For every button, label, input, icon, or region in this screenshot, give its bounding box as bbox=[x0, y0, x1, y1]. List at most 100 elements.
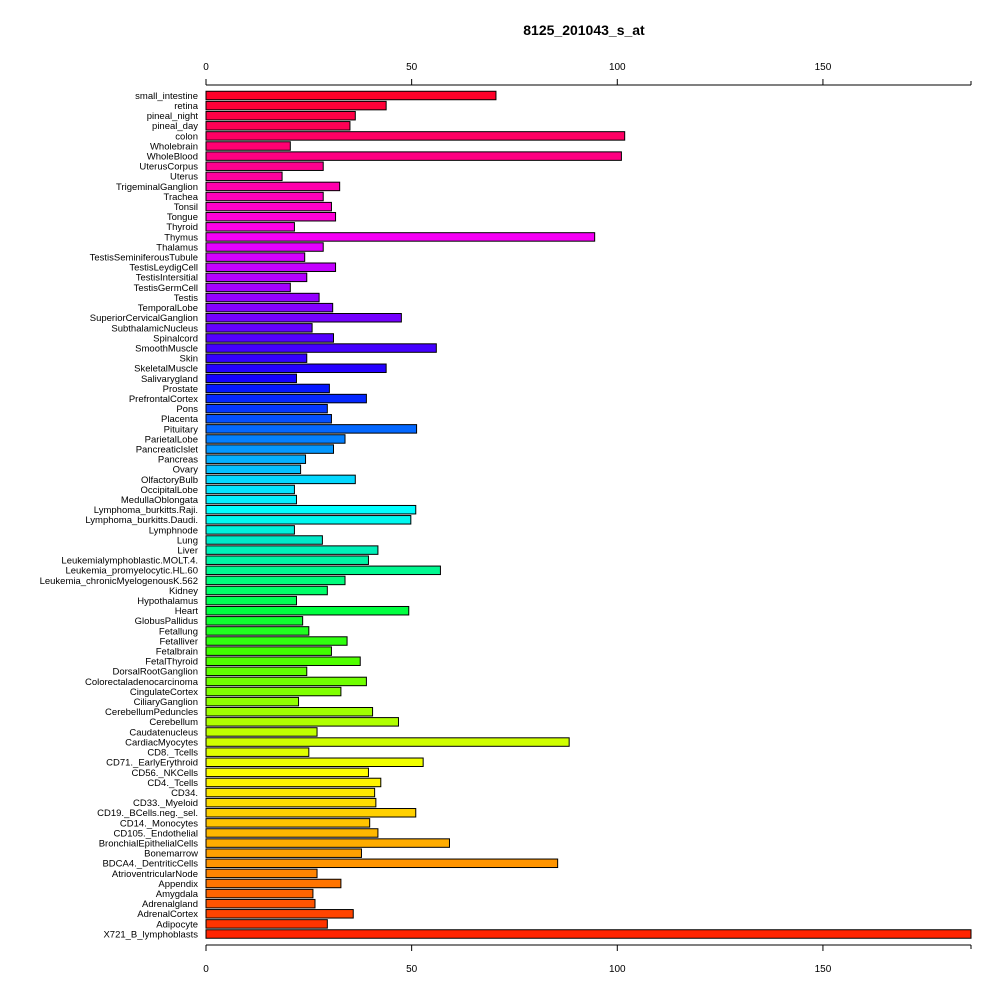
bar-Leukemialymphoblastic.MOLT.4. bbox=[205, 555, 369, 565]
category-label: PrefrontalCortex bbox=[129, 394, 198, 405]
bar-Lung bbox=[205, 535, 323, 545]
category-label: Tonsil bbox=[174, 202, 198, 213]
bottom-axis-tick-label: 0 bbox=[203, 964, 209, 975]
category-label: Thymus bbox=[164, 232, 198, 243]
category-label: PancreaticIslet bbox=[136, 444, 199, 455]
bar-UterusCorpus bbox=[205, 161, 324, 171]
category-label: TrigeminalGanglion bbox=[116, 182, 198, 193]
category-label: GlobusPallidus bbox=[135, 616, 199, 627]
bar-TestisIntersitial bbox=[205, 272, 308, 283]
bar-Fetalliver bbox=[205, 636, 348, 646]
category-label: CD56._NKCells bbox=[131, 768, 198, 779]
category-label: Adipocyte bbox=[156, 919, 198, 930]
category-label: pineal_night bbox=[147, 111, 199, 122]
bottom-axis: 0 50 100 150 bbox=[203, 944, 972, 975]
category-label: Lymphoma_burkitts.Raji. bbox=[94, 505, 198, 516]
bar-PancreaticIslet bbox=[205, 444, 334, 454]
bar-Tongue bbox=[205, 211, 337, 222]
bar-X721_B_lymphoblasts bbox=[205, 929, 972, 939]
bar-Skin bbox=[205, 353, 308, 363]
bar-small_intestine bbox=[205, 90, 497, 101]
bar-Bonemarrow bbox=[205, 848, 362, 858]
category-label: Liver bbox=[177, 546, 198, 557]
category-label: Amygdala bbox=[156, 889, 199, 900]
category-label: Lymphnode bbox=[149, 525, 198, 536]
bar-CiliaryGanglion bbox=[205, 696, 300, 707]
bar-Thyroid bbox=[205, 222, 295, 232]
bar-colon bbox=[205, 131, 626, 141]
category-label: SubthalamicNucleus bbox=[111, 323, 198, 334]
bar-pineal_day bbox=[205, 121, 351, 131]
bar-SubthalamicNucleus bbox=[205, 323, 313, 333]
category-label: Kidney bbox=[169, 586, 198, 597]
category-label: Heart bbox=[175, 606, 199, 617]
category-label: CD19._BCells.neg._sel. bbox=[97, 808, 198, 819]
bottom-axis-tick-label: 50 bbox=[406, 964, 418, 975]
category-label: BDCA4._DentriticCells bbox=[102, 859, 198, 870]
bar-CardiacMyocytes bbox=[205, 737, 570, 747]
bar-Fetalbrain bbox=[205, 646, 332, 656]
bar-Leukemia_chronicMyelogenousK.562 bbox=[205, 575, 346, 586]
category-label: Pons bbox=[176, 404, 198, 415]
bar-CD34. bbox=[205, 787, 376, 798]
category-label: colon bbox=[175, 131, 198, 142]
category-label: Lymphoma_burkitts.Daudi. bbox=[85, 515, 198, 526]
category-label: retina bbox=[174, 101, 198, 112]
bar-retina bbox=[205, 100, 387, 111]
bar-Pituitary bbox=[205, 424, 418, 434]
category-label: Ovary bbox=[173, 465, 199, 476]
category-label: DorsalRootGanglion bbox=[112, 667, 198, 678]
bar-WholeBlood bbox=[205, 151, 622, 161]
bar-Appendix bbox=[205, 878, 342, 889]
bar-Wholebrain bbox=[205, 141, 291, 151]
bar-TestisSeminiferousTubule bbox=[205, 252, 306, 262]
category-label: X721_B_lymphoblasts bbox=[103, 929, 198, 940]
bar-Prostate bbox=[205, 383, 330, 394]
category-label: Caudatenucleus bbox=[129, 727, 198, 738]
category-label: Leukemialymphoblastic.MOLT.4. bbox=[61, 556, 198, 567]
category-label: UterusCorpus bbox=[139, 162, 198, 173]
category-label: Trachea bbox=[164, 192, 199, 203]
category-label: ParietalLobe bbox=[145, 434, 198, 445]
bar-CD19._BCells.neg._sel. bbox=[205, 808, 417, 818]
bar-Lymphnode bbox=[205, 525, 295, 535]
category-label: SmoothMuscle bbox=[135, 343, 198, 354]
category-label: small_intestine bbox=[135, 91, 198, 102]
bar-Lymphoma_burkitts.Raji. bbox=[205, 504, 417, 515]
top-axis-tick-label: 50 bbox=[406, 62, 418, 73]
category-label: Fetalbrain bbox=[156, 647, 198, 658]
category-label: CardiacMyocytes bbox=[125, 737, 198, 748]
category-label: Fetalliver bbox=[159, 636, 198, 647]
category-label: Adrenalgland bbox=[142, 899, 198, 910]
category-label: pineal_day bbox=[152, 121, 198, 132]
category-label: Lung bbox=[177, 535, 198, 546]
category-label: Colorectaladenocarcinoma bbox=[85, 677, 199, 688]
bar-Tonsil bbox=[205, 201, 332, 212]
category-label: OccipitalLobe bbox=[140, 485, 198, 496]
bar-Spinalcord bbox=[205, 333, 334, 343]
bar-Kidney bbox=[205, 585, 328, 596]
bar-Heart bbox=[205, 605, 410, 616]
category-label: AtrioventricularNode bbox=[112, 869, 198, 880]
bar-Pancreas bbox=[205, 454, 307, 464]
category-label: CD34. bbox=[171, 788, 198, 799]
bar-Salivarygland bbox=[205, 373, 297, 384]
category-label: Pancreas bbox=[158, 455, 198, 466]
category-label: CD33._Myeloid bbox=[133, 798, 198, 809]
bar-Thalamus bbox=[205, 242, 324, 252]
bar-MedullaOblongata bbox=[205, 494, 297, 505]
chart-title: 8125_201043_s_at bbox=[523, 22, 645, 38]
bar-PrefrontalCortex bbox=[205, 393, 367, 404]
category-label: Skin bbox=[180, 354, 198, 365]
bar-CD33._Myeloid bbox=[205, 797, 377, 808]
category-label: Wholebrain bbox=[150, 141, 198, 152]
category-labels-group: small_intestineretinapineal_nightpineal_… bbox=[40, 91, 199, 941]
category-label: Placenta bbox=[161, 414, 199, 425]
category-label: BronchialEpithelialCells bbox=[99, 838, 199, 849]
category-label: TemporalLobe bbox=[138, 303, 198, 314]
bar-Pons bbox=[205, 403, 328, 414]
bar-Ovary bbox=[205, 464, 302, 475]
category-label: Fetallung bbox=[159, 626, 198, 637]
bar-CD71._EarlyErythroid bbox=[205, 757, 424, 768]
